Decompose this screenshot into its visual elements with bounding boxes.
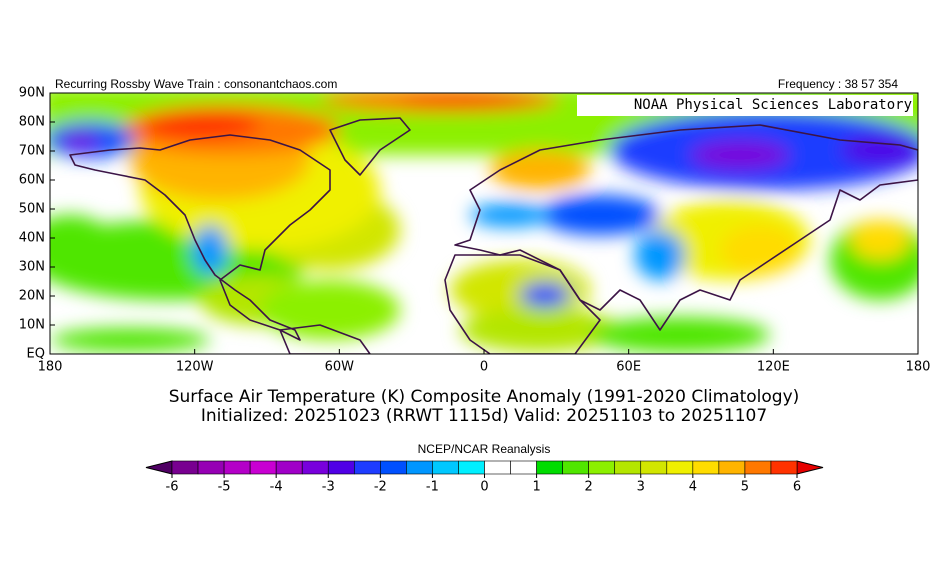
colorbar-tick-label: -4 <box>270 480 283 495</box>
lat-tick-label: 60N <box>19 173 45 188</box>
lat-tick-label: 50N <box>19 202 45 217</box>
lat-tick-label: 10N <box>19 318 45 333</box>
title-line: Surface Air Temperature (K) Composite An… <box>169 387 800 407</box>
lon-tick-label: 60E <box>616 360 641 375</box>
lat-tick-label: 90N <box>19 86 45 101</box>
colorbar-title: NCEP/NCAR Reanalysis <box>418 442 551 456</box>
colorbar-swatch <box>353 460 381 475</box>
colorbar-swatch <box>458 460 485 475</box>
header-right: Frequency : 38 57 354 <box>778 77 898 91</box>
lat-tick-label: EQ <box>27 347 45 362</box>
colorbar-tick-label: 5 <box>741 480 749 495</box>
lat-tick-label: 80N <box>19 115 45 130</box>
lon-tick-label: 0 <box>480 360 488 375</box>
colorbar-swatch <box>380 460 407 475</box>
label-box <box>577 95 913 116</box>
colorbar-high <box>796 460 824 475</box>
lat-tick-label: 70N <box>19 144 45 159</box>
colorbar-swatch <box>484 460 511 475</box>
colorbar-tick-label: -2 <box>374 480 387 495</box>
colorbar-tick-label: -1 <box>426 480 439 495</box>
colorbar-swatch <box>614 460 642 475</box>
lat-tick-label: 20N <box>19 289 45 304</box>
colorbar-low <box>145 460 173 475</box>
lon-tick-label: 180 <box>38 360 63 375</box>
colorbar-swatch <box>536 460 563 475</box>
colorbar-swatch <box>432 460 459 475</box>
colorbar-swatch <box>510 460 537 475</box>
colorbar-tick-label: -5 <box>218 480 231 495</box>
colorbar-tick-label: -6 <box>166 480 179 495</box>
colorbar-swatch <box>327 460 355 475</box>
lon-tick-label: 120E <box>757 360 790 375</box>
colorbar-swatch <box>223 460 251 475</box>
colorbar-swatch <box>770 460 798 475</box>
lat-tick-label: 30N <box>19 260 45 275</box>
anomaly-field <box>50 93 918 354</box>
colorbar-swatch <box>640 460 668 475</box>
title-line: Initialized: 20251023 (RRWT 1115d) Valid… <box>201 406 767 426</box>
header-left: Recurring Rossby Wave Train : consonantc… <box>55 77 337 91</box>
colorbar-tick-label: 4 <box>689 480 697 495</box>
lon-tick-label: 120W <box>176 360 214 375</box>
colorbar-swatch <box>171 460 199 475</box>
lon-tick-label: 60W <box>325 360 355 375</box>
colorbar-tick-label: 3 <box>637 480 645 495</box>
colorbar-tick-label: -3 <box>322 480 335 495</box>
colorbar-tick-label: 1 <box>532 480 540 495</box>
colorbar-tick-label: 6 <box>793 480 801 495</box>
colorbar-tick-label: 2 <box>585 480 593 495</box>
colorbar-swatch <box>562 460 589 475</box>
lat-tick-label: 40N <box>19 231 45 246</box>
colorbar-swatch <box>197 460 225 475</box>
colorbar-swatch <box>406 460 433 475</box>
colorbar-swatch <box>301 460 329 475</box>
colorbar-swatch <box>249 460 277 475</box>
colorbar-swatch <box>275 460 303 475</box>
colorbar-swatch <box>744 460 772 475</box>
colorbar-swatch <box>588 460 616 475</box>
colorbar-tick-label: 0 <box>480 480 488 495</box>
lon-tick-label: 180 <box>906 360 930 375</box>
colorbar-swatch <box>718 460 746 475</box>
colorbar-swatch <box>666 460 694 475</box>
colorbar-swatch <box>692 460 720 475</box>
map-label: NOAA Physical Sciences Laboratory <box>634 97 912 113</box>
